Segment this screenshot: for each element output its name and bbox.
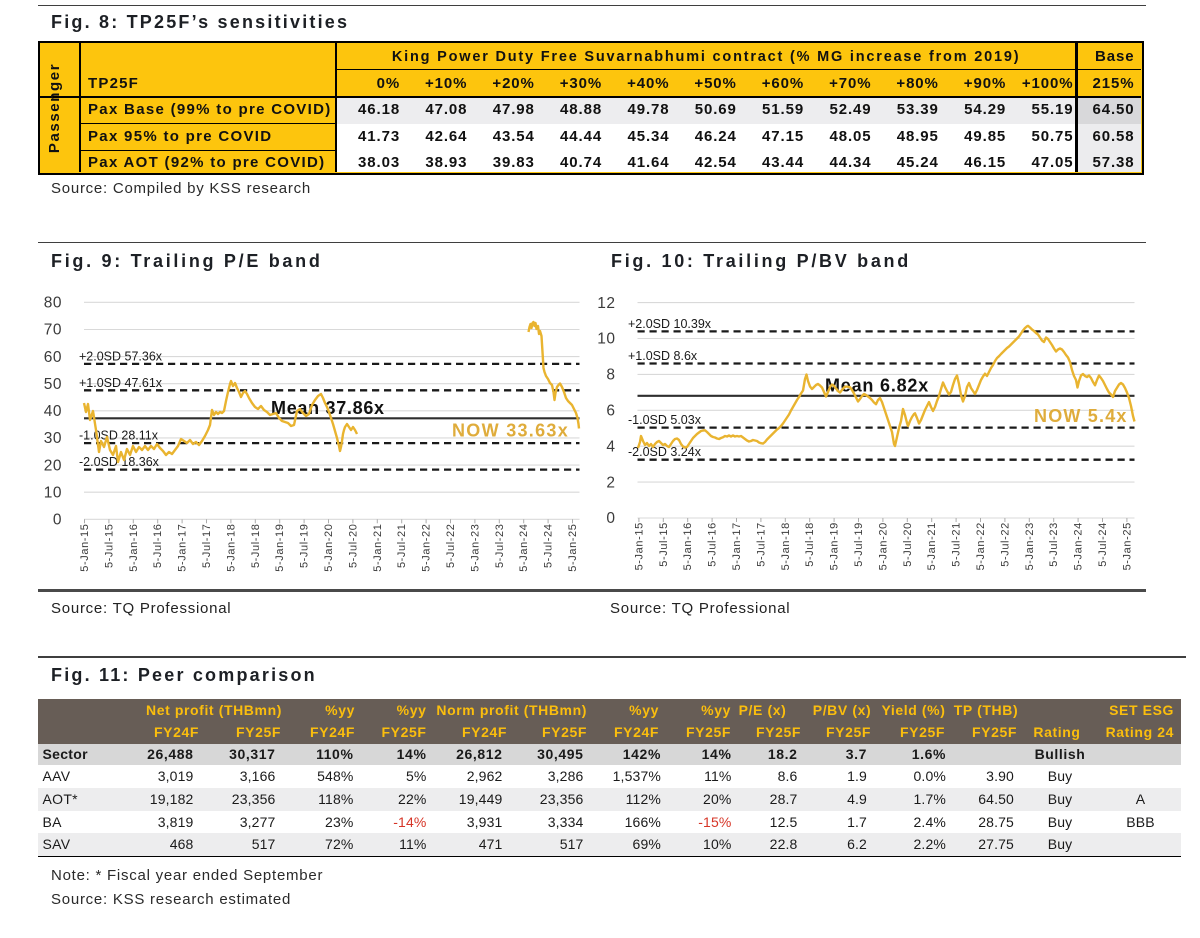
svg-text:5-Jan-25: 5-Jan-25 bbox=[1121, 522, 1133, 570]
svg-text:5-Jan-17: 5-Jan-17 bbox=[731, 522, 743, 570]
svg-text:60: 60 bbox=[44, 349, 62, 366]
svg-text:5-Jul-16: 5-Jul-16 bbox=[152, 524, 164, 569]
svg-text:5-Jul-22: 5-Jul-22 bbox=[445, 524, 457, 569]
svg-text:5-Jan-22: 5-Jan-22 bbox=[975, 522, 987, 570]
svg-text:20: 20 bbox=[44, 457, 62, 474]
svg-text:5-Jul-23: 5-Jul-23 bbox=[494, 524, 506, 569]
svg-text:5-Jul-20: 5-Jul-20 bbox=[347, 524, 359, 569]
svg-text:+1.0SD 47.61x: +1.0SD 47.61x bbox=[79, 376, 163, 390]
svg-text:5-Jan-25: 5-Jan-25 bbox=[567, 524, 579, 572]
svg-text:5-Jul-18: 5-Jul-18 bbox=[804, 522, 816, 567]
svg-text:5-Jan-21: 5-Jan-21 bbox=[372, 524, 384, 572]
svg-text:5-Jul-19: 5-Jul-19 bbox=[853, 522, 865, 567]
svg-text:5-Jan-23: 5-Jan-23 bbox=[469, 524, 481, 572]
svg-text:2: 2 bbox=[606, 474, 615, 491]
svg-text:8: 8 bbox=[606, 367, 615, 384]
svg-text:NOW 5.4x: NOW 5.4x bbox=[1034, 406, 1128, 426]
svg-text:5-Jan-20: 5-Jan-20 bbox=[877, 522, 889, 570]
svg-text:5-Jan-17: 5-Jan-17 bbox=[177, 524, 189, 572]
svg-text:70: 70 bbox=[44, 322, 62, 339]
svg-text:-1.0SD 5.03x: -1.0SD 5.03x bbox=[628, 413, 702, 427]
svg-text:5-Jul-19: 5-Jul-19 bbox=[299, 524, 311, 569]
svg-text:5-Jul-21: 5-Jul-21 bbox=[396, 524, 408, 569]
svg-text:5-Jan-23: 5-Jan-23 bbox=[1024, 522, 1036, 570]
svg-text:5-Jan-18: 5-Jan-18 bbox=[225, 524, 237, 572]
svg-text:5-Jul-20: 5-Jul-20 bbox=[902, 522, 914, 567]
svg-text:5-Jul-21: 5-Jul-21 bbox=[951, 522, 963, 567]
svg-text:5-Jan-16: 5-Jan-16 bbox=[682, 522, 694, 570]
svg-text:40: 40 bbox=[44, 403, 62, 420]
svg-text:5-Jul-23: 5-Jul-23 bbox=[1048, 522, 1060, 567]
svg-text:5-Jul-18: 5-Jul-18 bbox=[250, 524, 262, 569]
svg-text:+2.0SD 10.39x: +2.0SD 10.39x bbox=[628, 317, 712, 331]
svg-text:0: 0 bbox=[53, 512, 62, 529]
svg-text:-2.0SD 3.24x: -2.0SD 3.24x bbox=[628, 445, 702, 459]
svg-text:5-Jan-24: 5-Jan-24 bbox=[518, 524, 530, 572]
svg-text:+1.0SD 8.6x: +1.0SD 8.6x bbox=[628, 349, 698, 363]
svg-text:5-Jan-24: 5-Jan-24 bbox=[1073, 522, 1085, 570]
svg-text:10: 10 bbox=[597, 331, 615, 348]
svg-text:5-Jul-24: 5-Jul-24 bbox=[543, 524, 555, 569]
svg-text:5-Jul-17: 5-Jul-17 bbox=[755, 522, 767, 567]
svg-text:5-Jul-24: 5-Jul-24 bbox=[1097, 522, 1109, 567]
svg-text:5-Jan-19: 5-Jan-19 bbox=[829, 522, 841, 570]
svg-text:5-Jan-20: 5-Jan-20 bbox=[323, 524, 335, 572]
svg-text:12: 12 bbox=[597, 295, 615, 312]
svg-text:-2.0SD 18.36x: -2.0SD 18.36x bbox=[79, 455, 160, 469]
svg-text:5-Jan-22: 5-Jan-22 bbox=[421, 524, 433, 572]
svg-text:5-Jan-15: 5-Jan-15 bbox=[79, 524, 91, 572]
svg-text:5-Jul-16: 5-Jul-16 bbox=[707, 522, 719, 567]
svg-text:80: 80 bbox=[44, 295, 62, 312]
svg-text:5-Jan-19: 5-Jan-19 bbox=[274, 524, 286, 572]
svg-text:10: 10 bbox=[44, 484, 62, 501]
svg-text:NOW 33.63x: NOW 33.63x bbox=[452, 421, 569, 441]
svg-text:30: 30 bbox=[44, 430, 62, 447]
svg-text:+2.0SD 57.36x: +2.0SD 57.36x bbox=[79, 349, 163, 363]
svg-text:5-Jan-21: 5-Jan-21 bbox=[926, 522, 938, 570]
svg-text:5-Jul-22: 5-Jul-22 bbox=[999, 522, 1011, 567]
svg-text:5-Jul-15: 5-Jul-15 bbox=[658, 522, 670, 567]
svg-text:5-Jan-16: 5-Jan-16 bbox=[128, 524, 140, 572]
svg-text:4: 4 bbox=[606, 438, 615, 455]
svg-text:6: 6 bbox=[606, 403, 615, 420]
svg-text:50: 50 bbox=[44, 376, 62, 393]
svg-text:0: 0 bbox=[606, 510, 615, 527]
svg-text:5-Jul-15: 5-Jul-15 bbox=[103, 524, 115, 569]
svg-text:5-Jan-18: 5-Jan-18 bbox=[780, 522, 792, 570]
svg-text:5-Jul-17: 5-Jul-17 bbox=[201, 524, 213, 569]
svg-text:5-Jan-15: 5-Jan-15 bbox=[633, 522, 645, 570]
svg-text:-1.0SD 28.11x: -1.0SD 28.11x bbox=[79, 429, 159, 443]
